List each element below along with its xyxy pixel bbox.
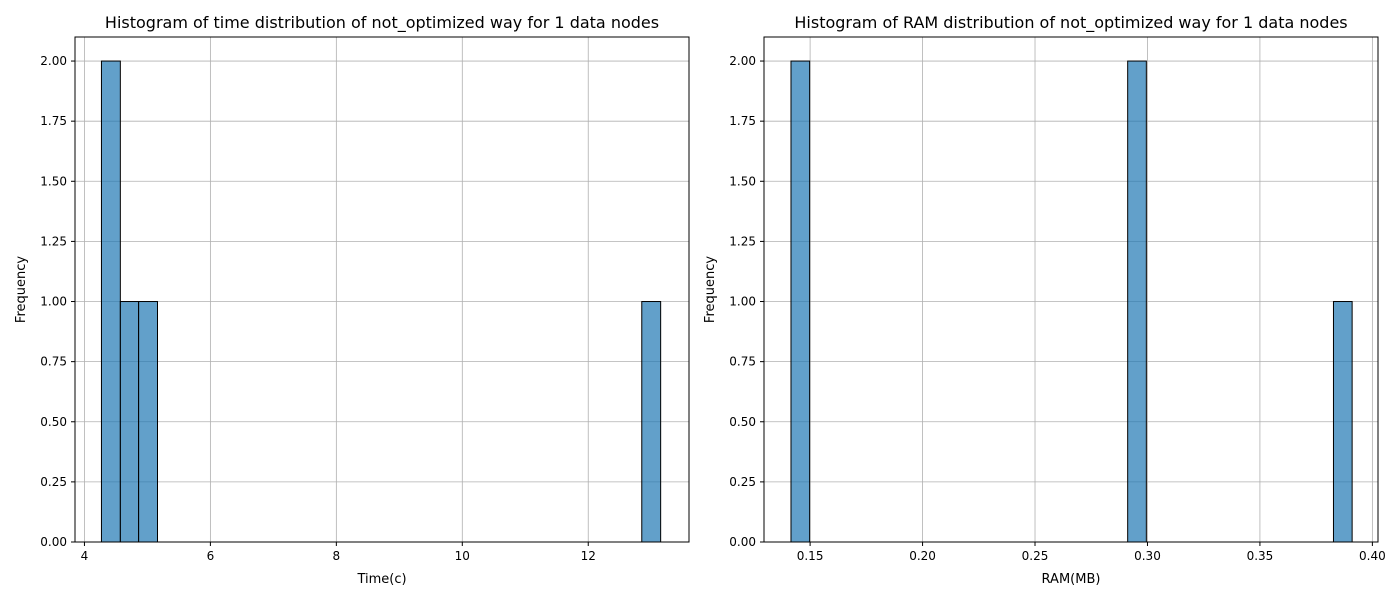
- x-axis-label: RAM(MB): [1042, 572, 1101, 587]
- x-tick-label: 12: [581, 549, 596, 563]
- y-tick-label: 1.00: [40, 295, 67, 309]
- grid-lines: [75, 37, 689, 543]
- x-tick-label: 10: [455, 549, 470, 563]
- y-tick-label: 2.00: [40, 54, 67, 68]
- x-tick-label: 0.40: [1359, 549, 1386, 563]
- x-tick-label: 4: [81, 549, 89, 563]
- y-axis-label: Frequency: [703, 256, 718, 323]
- x-axis-label: Time(c): [356, 572, 406, 587]
- x-tick-label: 0.15: [797, 549, 824, 563]
- y-tick-label: 1.25: [729, 234, 756, 248]
- histogram-bar: [1332, 301, 1353, 543]
- y-tick-label: 1.50: [729, 174, 756, 188]
- y-axis-label: Frequency: [14, 256, 29, 323]
- ram-histogram-chart: Histogram of RAM distribution of not_opt…: [703, 13, 1386, 587]
- axes-frame: [763, 36, 1379, 543]
- y-tick-label: 0.75: [729, 355, 756, 369]
- chart-title: Histogram of time distribution of not_op…: [105, 13, 659, 33]
- y-tick-label: 0.00: [729, 535, 756, 549]
- y-tick-label: 1.00: [729, 295, 756, 309]
- x-tick-label: 0.25: [1022, 549, 1049, 563]
- y-tick-label: 0.75: [40, 355, 67, 369]
- chart-title: Histogram of RAM distribution of not_opt…: [794, 13, 1347, 33]
- axes-frame: [74, 36, 690, 543]
- histogram-bar: [1127, 60, 1147, 543]
- y-tick-label: 0.25: [40, 475, 67, 489]
- histogram-bar: [100, 60, 121, 543]
- x-tick-label: 0.30: [1134, 549, 1161, 563]
- y-tick-label: 2.00: [729, 54, 756, 68]
- y-tick-label: 0.25: [729, 475, 756, 489]
- y-tick-label: 0.00: [40, 535, 67, 549]
- y-tick-label: 0.50: [729, 415, 756, 429]
- y-tick-label: 1.25: [40, 234, 67, 248]
- grid-lines: [764, 37, 1378, 543]
- histogram-bar: [138, 301, 158, 543]
- y-tick-label: 0.50: [40, 415, 67, 429]
- y-tick-label: 1.75: [40, 114, 67, 128]
- histogram-bar: [641, 301, 662, 543]
- time-histogram-chart: Histogram of time distribution of not_op…: [14, 13, 690, 587]
- histogram-bar: [790, 60, 811, 543]
- x-tick-label: 0.35: [1247, 549, 1274, 563]
- y-tick-label: 1.50: [40, 174, 67, 188]
- y-tick-label: 1.75: [729, 114, 756, 128]
- x-tick-label: 8: [333, 549, 341, 563]
- x-tick-label: 0.20: [909, 549, 936, 563]
- histogram-bars: [790, 60, 1353, 543]
- histogram-bar: [119, 301, 140, 543]
- x-tick-label: 6: [207, 549, 215, 563]
